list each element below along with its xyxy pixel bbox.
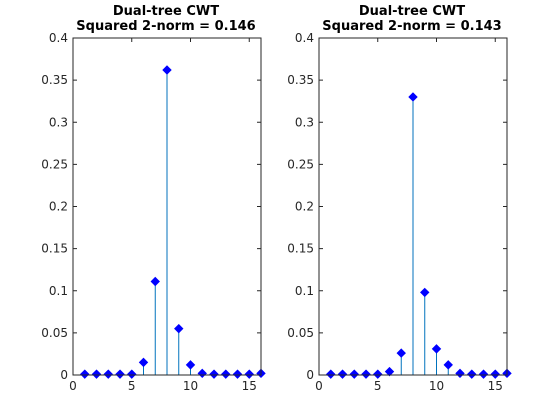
left-stem-marker — [209, 369, 219, 379]
left-y-tick-label: 0.1 — [49, 284, 68, 298]
right-stem-marker — [443, 360, 453, 370]
left-y-tick-label: 0.4 — [49, 31, 68, 45]
left-y-tick-label: 0.25 — [41, 157, 68, 171]
right-stem-marker — [396, 348, 406, 358]
left-y-tick-label: 0.2 — [49, 200, 68, 214]
left-chart-subtitle: Squared 2-norm = 0.146 — [76, 19, 255, 34]
right-stem-marker — [431, 344, 442, 354]
left-x-tick-label: 15 — [242, 379, 257, 393]
right-y-tick-label: 0.1 — [295, 284, 314, 298]
left-stem-marker — [244, 369, 254, 379]
left-axes-box — [72, 37, 262, 376]
right-x-tick-label: 10 — [429, 379, 444, 393]
left-y-tick-label: 0.15 — [41, 242, 68, 256]
right-x-tick-label: 0 — [315, 379, 323, 393]
right-chart-subtitle: Squared 2-norm = 0.143 — [322, 19, 501, 34]
left-stem-marker — [115, 369, 125, 379]
left-stem-marker — [138, 357, 149, 368]
right-stem-chart: Dual-tree CWT Squared 2-norm = 0.143 0 0.… — [287, 4, 512, 393]
right-y-tick-label: 0.05 — [287, 326, 314, 340]
left-x-tick-label: 10 — [183, 379, 198, 393]
left-chart-title: Dual-tree CWT — [113, 4, 219, 19]
right-stem-marker — [408, 92, 418, 102]
right-x-tick-label: 15 — [488, 379, 503, 393]
right-y-tick-label: 0.35 — [287, 73, 314, 87]
right-y-tick-label: 0 — [306, 368, 314, 382]
right-stem-marker — [384, 366, 395, 377]
right-stem-marker — [326, 369, 336, 379]
right-stem-marker — [373, 369, 383, 379]
right-stem-marker — [478, 369, 489, 379]
left-y-tick-label: 0.35 — [41, 73, 68, 87]
left-stem-marker — [221, 369, 231, 379]
left-stem-marker — [80, 369, 90, 379]
right-chart-title: Dual-tree CWT — [359, 4, 465, 19]
right-stem-marker — [467, 369, 477, 379]
left-stem-marker — [174, 323, 184, 334]
left-stem-marker — [232, 369, 243, 379]
left-stem-marker — [103, 369, 113, 379]
left-x-tick-label: 5 — [128, 379, 136, 393]
right-stem-marker — [490, 369, 500, 379]
left-x-tick-label: 0 — [69, 379, 77, 393]
right-stem-marker — [349, 369, 359, 379]
right-stem-marker — [420, 287, 430, 298]
left-stem-marker — [162, 65, 172, 75]
right-y-tick-label: 0.3 — [295, 115, 314, 129]
left-stem-marker — [91, 369, 102, 379]
left-stem-marker — [127, 369, 137, 379]
left-stem-marker — [185, 360, 196, 370]
left-y-tick-label: 0.05 — [41, 326, 68, 340]
right-y-tick-label: 0.25 — [287, 157, 314, 171]
right-axes-box — [318, 37, 508, 376]
right-y-tick-label: 0.4 — [295, 31, 314, 45]
right-x-tick-label: 5 — [374, 379, 382, 393]
right-stem-marker — [337, 369, 348, 379]
right-y-tick-label: 0.2 — [295, 200, 314, 214]
right-stem-marker — [361, 369, 371, 379]
right-y-tick-label: 0.15 — [287, 242, 314, 256]
left-y-tick-label: 0.3 — [49, 115, 68, 129]
left-stem-chart: Dual-tree CWT Squared 2-norm = 0.146 0 0.… — [41, 4, 266, 393]
left-stem-marker — [150, 276, 160, 287]
left-y-tick-label: 0 — [60, 368, 68, 382]
